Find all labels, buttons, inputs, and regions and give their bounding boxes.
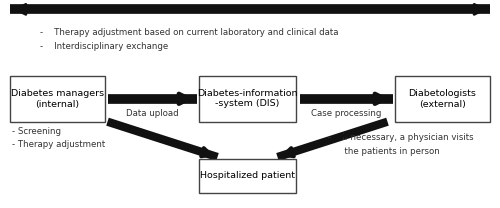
Text: Hospitalized patient: Hospitalized patient (200, 171, 295, 180)
FancyBboxPatch shape (198, 76, 296, 122)
Text: Diabetologists
(external): Diabetologists (external) (408, 89, 476, 109)
Text: -    Therapy adjustment based on current laboratory and clinical data: - Therapy adjustment based on current la… (40, 28, 339, 37)
Text: -    If necessary, a physician visits: - If necessary, a physician visits (328, 133, 473, 142)
FancyBboxPatch shape (10, 76, 105, 122)
Text: - Screening: - Screening (12, 126, 62, 136)
FancyBboxPatch shape (395, 76, 490, 122)
Text: Diabetes managers
(internal): Diabetes managers (internal) (11, 89, 104, 109)
Text: -    Interdisciplinary exchange: - Interdisciplinary exchange (40, 42, 168, 51)
Text: the patients in person: the patients in person (328, 147, 440, 156)
Text: Case processing: Case processing (311, 109, 381, 118)
FancyBboxPatch shape (198, 158, 296, 193)
Text: - Therapy adjustment: - Therapy adjustment (12, 140, 106, 149)
Text: Diabetes-information
-system (DIS): Diabetes-information -system (DIS) (197, 89, 298, 109)
Text: Data upload: Data upload (126, 109, 178, 118)
